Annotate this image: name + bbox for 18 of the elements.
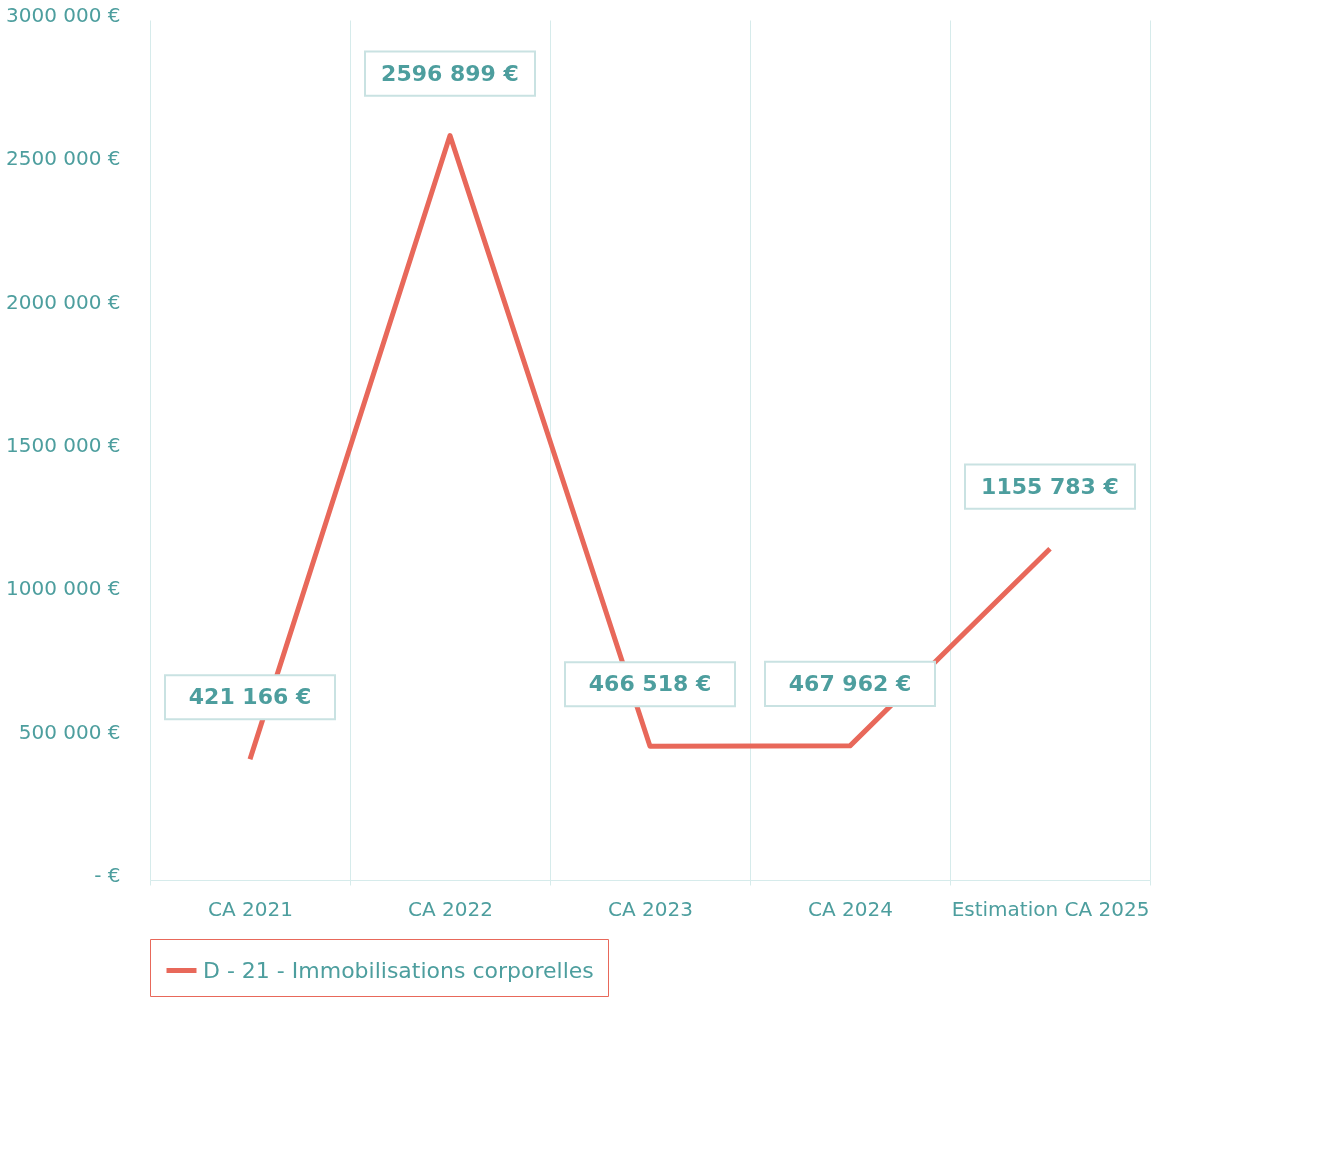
x-tick-label: CA 2022 — [408, 896, 493, 921]
y-tick-label: 3000 000 € — [5, 3, 121, 27]
data-label: 2596 899 € — [381, 60, 519, 86]
x-tick-label: CA 2021 — [208, 896, 293, 921]
x-tick-label: CA 2023 — [608, 896, 693, 921]
y-tick-label: 500 000 € — [18, 719, 121, 744]
y-tick-label: 2500 000 € — [5, 146, 121, 171]
y-tick-label: - € — [94, 863, 121, 887]
y-tick-label: 1500 000 € — [5, 433, 121, 457]
data-label: 1155 783 € — [981, 473, 1119, 499]
data-label: 467 962 € — [788, 670, 912, 696]
y-tick-label: 1000 000 € — [5, 576, 121, 601]
legend-label: D - 21 - Immobilisations corporelles — [203, 957, 594, 983]
x-tick-label: Estimation CA 2025 — [951, 896, 1150, 921]
data-label: 421 166 € — [188, 684, 312, 710]
data-label: 466 518 € — [588, 671, 712, 697]
y-tick-label: 2000 000 € — [5, 289, 121, 314]
x-tick-label: CA 2024 — [808, 896, 893, 921]
